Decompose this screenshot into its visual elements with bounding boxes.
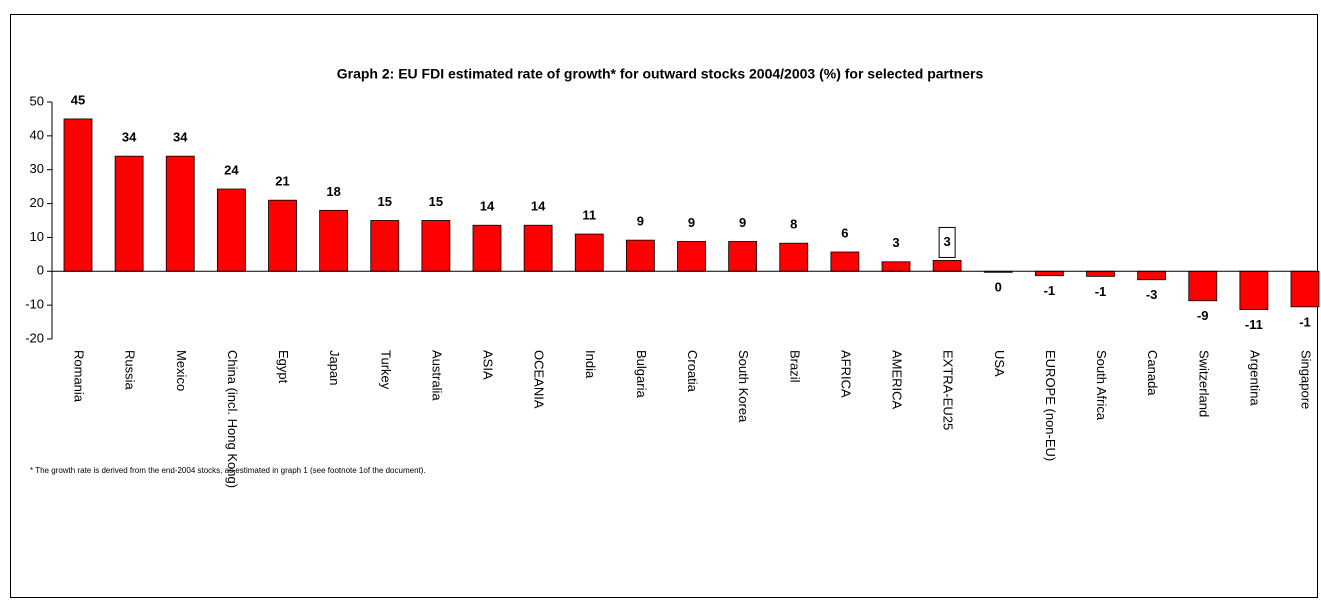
x-tick-label: Switzerland	[1196, 350, 1211, 417]
bar	[1034, 270, 1064, 277]
value-label: -1	[1095, 284, 1107, 299]
value-label: 0	[995, 280, 1002, 295]
bar	[523, 224, 553, 272]
x-tick-label: Croatia	[685, 350, 700, 393]
bar	[472, 224, 502, 272]
value-label: 6	[841, 225, 848, 240]
bar	[574, 233, 604, 272]
x-tick-label: India	[583, 350, 598, 379]
bar	[165, 155, 195, 272]
x-tick-label: AMERICA	[890, 350, 905, 410]
bar	[1239, 270, 1269, 310]
bar	[1086, 270, 1115, 277]
bar	[881, 261, 911, 272]
value-label: -1	[1299, 314, 1311, 329]
x-tick-label: Russia	[123, 350, 138, 391]
bar	[779, 242, 809, 272]
value-label: 45	[71, 92, 85, 107]
value-label: 3	[892, 235, 899, 250]
value-label: 9	[688, 215, 695, 230]
value-label: 15	[378, 194, 392, 209]
x-tick-label: Turkey	[378, 350, 393, 390]
value-label: 3	[944, 234, 951, 249]
x-tick-label: Australia	[429, 350, 444, 401]
x-tick-label: OCEANIA	[532, 350, 547, 409]
x-tick-label: Singapore	[1299, 350, 1314, 409]
chart-title: Graph 2: EU FDI estimated rate of growth…	[337, 66, 984, 82]
y-tick-label: 0	[37, 263, 44, 278]
value-label: -11	[1245, 317, 1263, 332]
x-tick-label: Bulgaria	[634, 350, 649, 398]
x-tick-label: Japan	[327, 350, 342, 385]
bar	[1290, 270, 1320, 308]
label-box	[938, 226, 956, 258]
bar	[1188, 270, 1218, 302]
value-label: -1	[1044, 283, 1056, 298]
value-label: -9	[1197, 308, 1209, 323]
bar	[625, 239, 655, 272]
x-tick-label: Canada	[1145, 350, 1160, 396]
x-tick-label: USA	[992, 350, 1007, 377]
value-label: 9	[637, 214, 644, 229]
bar	[1137, 270, 1167, 281]
bar	[63, 118, 93, 272]
x-tick-label: Argentina	[1247, 350, 1262, 406]
value-label: 18	[326, 184, 340, 199]
value-label: -3	[1146, 287, 1158, 302]
x-tick-label: Romania	[72, 350, 87, 403]
x-tick-label: South Korea	[736, 350, 751, 423]
x-tick-label: Brazil	[787, 350, 802, 383]
bar	[677, 241, 706, 272]
value-label: 24	[224, 162, 239, 177]
y-tick-label: 20	[30, 195, 44, 210]
x-tick-label: Egypt	[276, 350, 291, 384]
bar	[370, 220, 400, 272]
y-tick-label: 40	[30, 127, 44, 142]
x-tick-label: South Africa	[1094, 350, 1109, 421]
value-label: 21	[275, 174, 289, 189]
value-label: 34	[122, 130, 137, 145]
value-label: 14	[531, 199, 546, 214]
bar	[830, 251, 860, 272]
value-label: 14	[480, 199, 495, 214]
x-tick-label: EXTRA-EU25	[941, 350, 956, 430]
y-tick-label: -10	[25, 297, 44, 312]
value-label: 8	[790, 217, 797, 232]
y-tick-label: 10	[30, 229, 44, 244]
y-tick-label: 30	[30, 161, 44, 176]
x-tick-label: EUROPE (non-EU)	[1043, 350, 1058, 461]
y-tick-label: 50	[30, 93, 44, 108]
value-label: 9	[739, 215, 746, 230]
chart-border	[10, 14, 1318, 598]
bar	[319, 209, 349, 272]
bar	[932, 260, 962, 272]
value-label: 34	[173, 130, 188, 145]
y-tick-label: -20	[25, 330, 44, 345]
bar	[421, 220, 451, 272]
x-tick-label: Mexico	[174, 350, 189, 391]
bar	[728, 241, 758, 272]
x-tick-label: China (incl. Hong Kong)	[225, 350, 240, 488]
value-label: 15	[429, 194, 443, 209]
value-label: 11	[582, 207, 596, 222]
bar	[216, 188, 246, 272]
x-tick-label: ASIA	[481, 350, 496, 380]
bar	[114, 155, 144, 272]
bar	[268, 199, 297, 272]
footnote: * The growth rate is derived from the en…	[30, 466, 426, 475]
x-tick-label: AFRICA	[838, 350, 853, 398]
